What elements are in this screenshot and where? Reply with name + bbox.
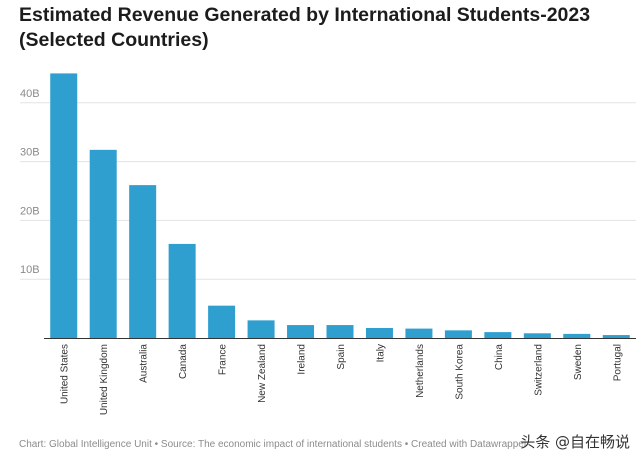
bar <box>208 305 236 338</box>
x-tick-label: South Korea <box>454 344 465 400</box>
x-tick-label: Netherlands <box>415 344 426 398</box>
bar <box>168 243 196 338</box>
x-tick-label: China <box>494 344 505 371</box>
bar <box>247 320 275 338</box>
y-tick-label: 40B <box>20 88 40 100</box>
x-tick-label: United Kingdom <box>99 344 110 415</box>
bar <box>365 328 393 338</box>
chart-title-line-1: Estimated Revenue Generated by Internati… <box>19 4 591 26</box>
bar <box>89 149 117 338</box>
bar <box>405 328 433 338</box>
bar <box>563 333 591 338</box>
bar <box>444 330 472 338</box>
bar <box>129 185 157 338</box>
x-tick-label: Italy <box>375 344 386 362</box>
chart-title-line-2: (Selected Countries) <box>19 29 209 51</box>
x-tick-label: Portugal <box>612 344 623 381</box>
x-tick-label: Canada <box>178 344 189 379</box>
bar <box>602 335 630 338</box>
chart-title: Estimated Revenue Generated by Internati… <box>19 3 629 53</box>
x-tick-label: Ireland <box>297 344 308 375</box>
bar <box>287 325 315 338</box>
x-tick-label: Sweden <box>573 344 584 380</box>
x-tick-label: United States <box>60 344 71 404</box>
y-tick-label: 30B <box>20 147 40 159</box>
x-tick-label: France <box>218 344 229 376</box>
bar <box>484 332 512 338</box>
x-tick-label: New Zealand <box>257 344 268 403</box>
bar <box>523 333 551 338</box>
chart-footer: Chart: Global Intelligence Unit • Source… <box>19 439 528 450</box>
bar <box>326 325 354 338</box>
x-tick-label: Australia <box>139 344 150 383</box>
x-tick-label: Spain <box>336 344 347 370</box>
y-tick-label: 20B <box>20 205 40 217</box>
y-tick-label: 10B <box>20 264 40 276</box>
x-tick-label: Switzerland <box>533 344 544 396</box>
watermark: 头条 @自在畅说 <box>520 433 630 451</box>
bar <box>50 73 78 339</box>
